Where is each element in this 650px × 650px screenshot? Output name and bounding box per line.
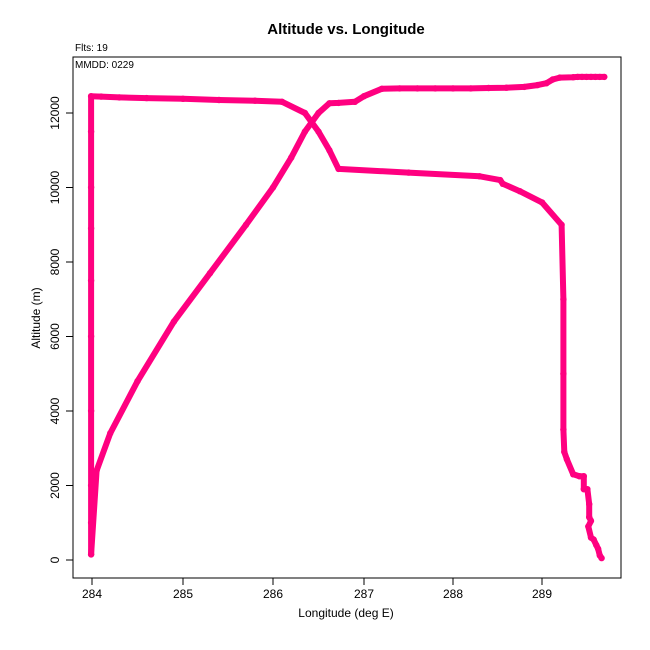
- data-point: [499, 180, 506, 187]
- data-point: [107, 430, 114, 437]
- data-point: [583, 73, 590, 81]
- data-point: [378, 85, 385, 93]
- data-point: [592, 73, 599, 81]
- data-point: [87, 277, 95, 284]
- data-point: [87, 407, 95, 415]
- data-point: [134, 378, 141, 385]
- data-point: [242, 221, 250, 228]
- data-point: [561, 448, 568, 456]
- date-annotation: MMDD: 0229: [75, 60, 134, 71]
- data-point: [396, 85, 403, 92]
- x-tick-label: 286: [263, 587, 283, 601]
- data-point: [326, 100, 333, 107]
- y-tick-label: 0: [48, 556, 62, 563]
- data-point: [93, 467, 100, 474]
- plot-frame: [72, 56, 622, 579]
- data-point: [560, 370, 567, 377]
- data-point: [580, 473, 587, 480]
- data-point: [179, 95, 187, 103]
- data-point: [251, 97, 259, 104]
- data-point: [301, 128, 309, 135]
- data-point: [534, 81, 541, 89]
- x-tick-label: 289: [532, 587, 552, 601]
- data-point: [335, 165, 342, 173]
- data-point: [578, 73, 586, 81]
- y-tick-label: 12000: [48, 96, 62, 130]
- data-point: [405, 169, 412, 176]
- data-point: [576, 473, 583, 480]
- data-point: [170, 318, 178, 325]
- data-point: [97, 93, 105, 100]
- data-point: [516, 188, 523, 195]
- y-axis: 0 2000 4000 6000 8000 10000 12000: [48, 96, 73, 563]
- data-point: [590, 536, 597, 543]
- data-point: [594, 545, 602, 552]
- data-point: [360, 93, 368, 100]
- data-point: [476, 173, 483, 180]
- data-point: [269, 184, 277, 191]
- data-point: [586, 500, 593, 508]
- series-line-2: [88, 73, 608, 558]
- data-point: [543, 80, 550, 87]
- flights-annotation: Flts: 19: [75, 43, 108, 54]
- chart-title: Altitude vs. Longitude: [267, 21, 425, 38]
- data-point: [587, 73, 595, 81]
- series-layer: [87, 73, 608, 562]
- x-tick-label: 287: [354, 587, 374, 601]
- data-point: [601, 73, 608, 81]
- data-point: [87, 225, 95, 232]
- data-point: [206, 270, 214, 277]
- data-point: [556, 74, 563, 81]
- y-tick-label: 10000: [48, 170, 62, 204]
- x-axis: 284 285 286 287 288 289: [82, 578, 552, 601]
- x-tick-label: 284: [82, 587, 102, 601]
- data-point: [449, 85, 457, 92]
- data-point: [288, 154, 295, 161]
- x-tick-label: 285: [173, 587, 193, 601]
- data-point: [315, 128, 322, 135]
- data-point: [485, 84, 492, 92]
- data-point: [574, 73, 581, 81]
- data-point: [563, 456, 571, 463]
- data-point: [560, 296, 567, 303]
- data-point: [116, 94, 123, 101]
- data-point: [503, 84, 510, 91]
- data-point: [538, 199, 546, 206]
- data-point: [585, 523, 592, 530]
- data-point: [414, 85, 421, 92]
- data-point: [87, 333, 95, 340]
- data-point: [521, 83, 528, 91]
- data-point: [598, 554, 605, 562]
- data-point: [301, 109, 309, 117]
- data-point: [587, 517, 595, 525]
- data-point: [467, 85, 474, 92]
- data-point: [560, 426, 567, 433]
- data-point: [315, 109, 322, 117]
- data-point: [278, 98, 286, 106]
- y-tick-label: 6000: [48, 323, 62, 350]
- data-point: [558, 221, 565, 228]
- data-point: [432, 85, 439, 92]
- data-point: [87, 551, 95, 558]
- data-point: [87, 128, 95, 135]
- data-point: [87, 93, 95, 100]
- y-axis-label: Altitude (m): [29, 287, 43, 348]
- data-point: [335, 99, 342, 107]
- data-point: [215, 96, 223, 104]
- data-point: [570, 471, 577, 478]
- data-point: [549, 76, 556, 83]
- y-tick-label: 8000: [48, 248, 62, 275]
- data-point: [143, 94, 150, 102]
- data-point: [87, 184, 95, 191]
- data-point: [351, 98, 359, 106]
- data-point: [596, 73, 603, 81]
- x-axis-label: Longitude (deg E): [298, 606, 393, 620]
- y-tick-label: 4000: [48, 397, 62, 424]
- data-point: [326, 147, 333, 154]
- y-tick-label: 2000: [48, 472, 62, 499]
- data-point: [584, 486, 591, 493]
- x-tick-label: 288: [443, 587, 463, 601]
